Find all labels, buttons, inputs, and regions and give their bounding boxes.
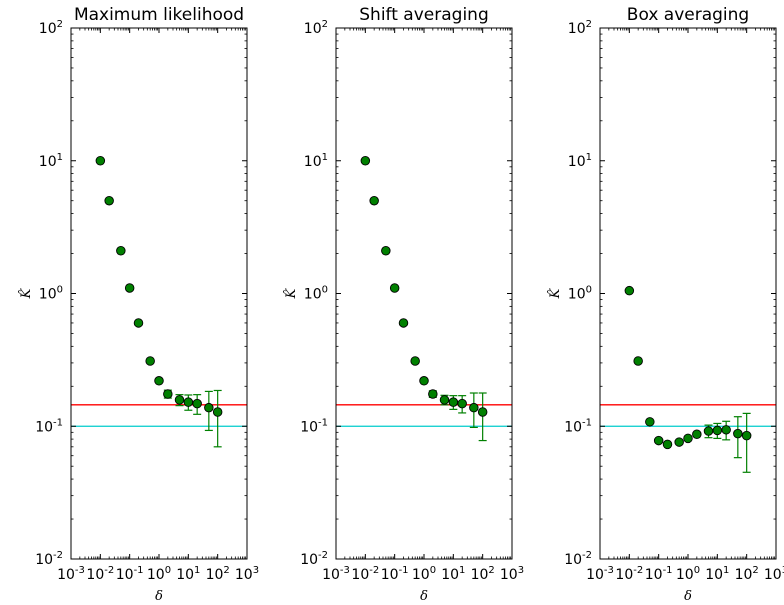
data-point — [674, 437, 684, 447]
x-tick-label: 10-1 — [381, 565, 409, 583]
x-axis-label: δ — [684, 589, 692, 604]
x-tick-label: 10-1 — [645, 565, 673, 583]
y-tick-label: 101 — [39, 152, 63, 170]
x-tick-label: 10-2 — [351, 565, 379, 583]
chart-title: Shift averaging — [359, 5, 488, 25]
y-tick-label: 10-2 — [564, 550, 592, 568]
data-point — [174, 395, 185, 405]
y-tick-label: 101 — [304, 152, 328, 170]
data-point — [733, 428, 743, 439]
data-point — [469, 402, 479, 413]
y-axis-label: K̂ — [547, 287, 563, 299]
data-point — [360, 155, 371, 166]
y-tick-label: 10-2 — [300, 550, 328, 568]
y-axis-label: K̂ — [18, 287, 34, 299]
chart-title: Box averaging — [627, 5, 749, 25]
data-point — [154, 376, 164, 386]
data-point — [95, 155, 106, 166]
data-point — [145, 356, 155, 366]
x-tick-label: 10-2 — [86, 565, 114, 583]
data-point — [448, 397, 459, 407]
data-point — [645, 417, 655, 427]
data-point — [721, 425, 731, 435]
x-axis-label: δ — [155, 589, 163, 604]
data-point — [133, 318, 144, 328]
data-point — [398, 318, 409, 328]
data-point — [163, 389, 173, 399]
x-tick-label: 10-3 — [322, 565, 350, 583]
data-point — [653, 435, 664, 446]
chart-title: Maximum likelihood — [74, 5, 244, 25]
axes-frame — [599, 27, 777, 560]
x-tick-label: 10-3 — [57, 565, 85, 583]
data-point — [712, 425, 723, 436]
x-tick-label: 103 — [764, 565, 784, 583]
x-tick-label: 102 — [471, 565, 495, 583]
x-tick-label: 10-2 — [615, 565, 643, 583]
data-point — [703, 426, 714, 436]
y-tick-label: 102 — [39, 19, 63, 37]
data-point — [683, 433, 693, 444]
axes-frame — [335, 27, 513, 560]
x-tick-label: 101 — [176, 565, 200, 583]
x-tick-label: 10-1 — [116, 565, 144, 583]
axes-frame — [70, 27, 248, 560]
data-point — [692, 429, 702, 440]
data-point — [457, 398, 467, 409]
x-tick-label: 100 — [412, 565, 436, 583]
y-tick-label: 102 — [304, 19, 328, 37]
data-point — [439, 395, 450, 405]
data-point — [116, 245, 126, 256]
y-tick-label: 10-1 — [35, 417, 63, 435]
x-axis-label: δ — [420, 589, 428, 604]
data-point — [428, 389, 438, 399]
y-tick-label: 101 — [568, 152, 592, 170]
x-tick-label: 103 — [500, 565, 524, 583]
data-point — [389, 283, 400, 293]
data-point — [624, 285, 635, 296]
x-tick-label: 103 — [235, 565, 259, 583]
data-point — [212, 407, 223, 417]
y-tick-label: 10-1 — [564, 417, 592, 435]
data-point — [192, 398, 202, 409]
data-point — [633, 356, 643, 366]
data-point — [381, 245, 391, 256]
data-point — [410, 356, 420, 366]
y-axis-label: K̂ — [283, 287, 299, 299]
x-tick-label: 102 — [206, 565, 230, 583]
x-tick-label: 101 — [441, 565, 465, 583]
data-point — [419, 376, 429, 386]
y-tick-label: 100 — [39, 285, 63, 303]
x-tick-label: 100 — [676, 565, 700, 583]
x-tick-label: 10-3 — [586, 565, 614, 583]
y-tick-label: 10-1 — [300, 417, 328, 435]
data-point — [124, 283, 135, 293]
x-tick-label: 101 — [705, 565, 729, 583]
x-tick-label: 102 — [735, 565, 759, 583]
data-point — [662, 439, 673, 450]
y-tick-label: 100 — [568, 285, 592, 303]
chart-panel-3: Box averaging10-310-210-110010110210310-… — [547, 5, 784, 604]
data-point — [477, 407, 488, 417]
data-point — [104, 195, 114, 206]
x-tick-label: 100 — [147, 565, 171, 583]
data-point — [204, 402, 214, 413]
y-tick-label: 100 — [304, 285, 328, 303]
y-tick-label: 102 — [568, 19, 592, 37]
data-point — [369, 195, 379, 206]
data-point — [741, 430, 752, 441]
data-point — [183, 397, 194, 407]
y-tick-label: 10-2 — [35, 550, 63, 568]
